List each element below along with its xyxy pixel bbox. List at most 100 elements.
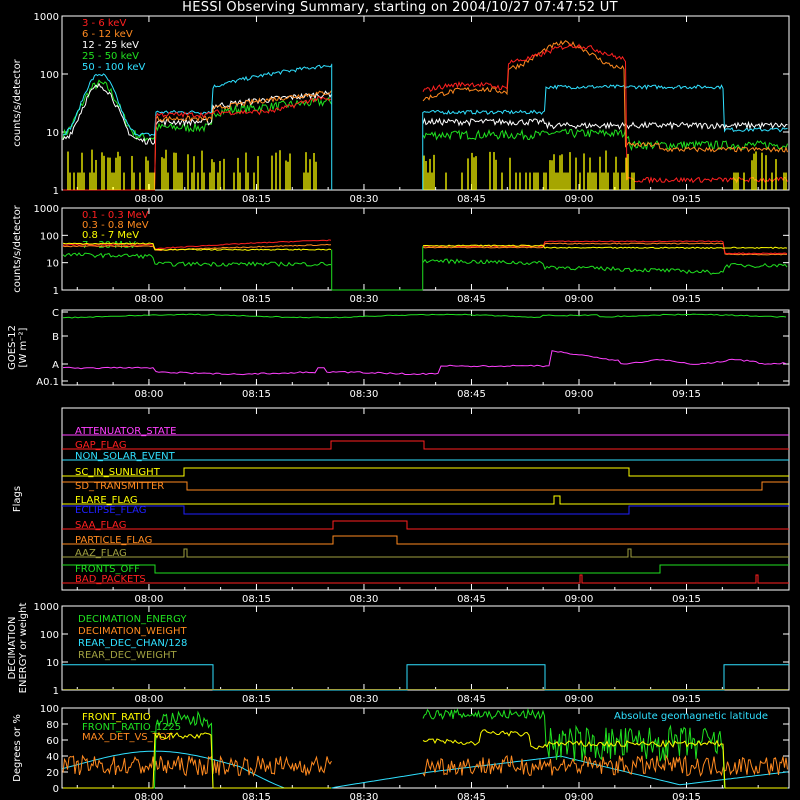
y-axis-label: DECIMATION (7, 616, 18, 679)
time-tick-label: 09:15 (672, 694, 701, 705)
y-tick-label: 10 (46, 128, 59, 139)
flag-line (62, 505, 789, 515)
series-3-6kev (422, 43, 788, 184)
legend-entry: 3 - 6 keV (82, 18, 126, 29)
time-tick-label: 08:30 (350, 792, 379, 800)
y-tick-label: 1000 (34, 204, 59, 215)
series-rear-dec-chan (62, 664, 789, 691)
time-tick-label: 08:00 (135, 594, 164, 605)
legend-entry: 0.3 - 0.8 MeV (82, 220, 149, 231)
series-goes-long (62, 313, 787, 319)
y-tick-label: 1 (53, 286, 59, 297)
series-6-12kev (63, 90, 332, 191)
time-tick-label: 08:00 (135, 194, 164, 205)
legend-entry: FRONT_RATIO (82, 712, 151, 723)
y-tick-label: 100 (40, 70, 59, 81)
series-50-100kev (422, 84, 788, 133)
panel-4-frame (61, 407, 790, 591)
y-axis-label: counts/s/detector (12, 58, 23, 146)
series-0.8-7mev (422, 244, 788, 249)
y-tick-label: B (52, 332, 59, 343)
legend-entry: 0.8 - 7 MeV (82, 230, 139, 241)
legend-entry: DECIMATION_ENERGY (78, 614, 187, 625)
time-tick-label: 08:45 (457, 792, 486, 800)
time-tick-label: 08:15 (242, 194, 271, 205)
time-tick-label: 09:15 (672, 792, 701, 800)
time-tick-label: 09:00 (565, 389, 594, 400)
flag-line (62, 520, 789, 530)
panel-6-frame (61, 707, 790, 789)
legend-entry: Absolute geomagnetic latitude (614, 711, 768, 722)
time-tick-label: 08:15 (242, 389, 271, 400)
time-tick-label: 09:00 (565, 294, 594, 305)
y-tick-label: 0 (53, 784, 59, 795)
time-tick-label: 09:00 (565, 792, 594, 800)
time-tick-label: 09:15 (672, 594, 701, 605)
series-goes-short (62, 350, 787, 376)
series-0.3-0.8mev (422, 242, 787, 256)
flag-label: NON_SOLAR_EVENT (75, 451, 176, 462)
series-max-det-vs-tot (422, 754, 788, 777)
time-tick-label: 08:45 (457, 294, 486, 305)
y-tick-label: 100 (40, 231, 59, 242)
flag-line (62, 481, 789, 491)
flag-line (62, 467, 789, 477)
series-0.3-0.8mev (62, 243, 332, 252)
time-tick-label: 08:45 (457, 694, 486, 705)
series-12-25kev (422, 117, 788, 131)
flag-label: BAD_PACKETS (75, 574, 146, 585)
flag-label: ATTENUATOR_STATE (75, 426, 176, 437)
y-tick-label: 1000 (34, 602, 59, 613)
flag-label: ECLIPSE_FLAG (75, 505, 146, 516)
time-tick-label: 08:00 (135, 694, 164, 705)
time-tick-label: 09:15 (672, 294, 701, 305)
plot-title: HESSI Observing Summary, starting on 200… (182, 0, 618, 15)
legend-entry: 50 - 100 keV (82, 62, 146, 73)
y-axis-label: Degrees or % (12, 714, 23, 782)
flag-label: FLARE_FLAG (75, 495, 138, 506)
flag-label: SAA_FLAG (75, 520, 126, 531)
time-tick-label: 08:30 (350, 294, 379, 305)
time-tick-label: 09:15 (672, 389, 701, 400)
time-tick-label: 08:30 (350, 194, 379, 205)
y-tick-label: 1 (53, 686, 59, 697)
series-3-6kev (63, 96, 332, 191)
legend-entry: REAR_DEC_WEIGHT (78, 650, 177, 661)
y-tick-label: C (52, 308, 59, 319)
series-25-50kev (422, 128, 788, 152)
legend-entry: MAX_DET_VS_TOT (82, 732, 174, 743)
series-front-ratio (422, 729, 787, 789)
series-max-det-vs-tot (62, 754, 332, 777)
time-tick-label: 08:30 (350, 389, 379, 400)
series-6-12kev (422, 40, 788, 153)
time-tick-label: 08:00 (135, 294, 164, 305)
y-tick-label: 20 (46, 768, 59, 779)
y-tick-label: 100 (40, 704, 59, 715)
flag-label: FRONTS_OFF (75, 564, 140, 575)
time-tick-label: 09:00 (565, 694, 594, 705)
panel-2-frame (61, 207, 790, 291)
time-tick-label: 08:30 (350, 594, 379, 605)
time-tick-label: 08:15 (242, 294, 271, 305)
time-tick-label: 08:30 (350, 694, 379, 705)
time-tick-label: 08:45 (457, 389, 486, 400)
y-tick-label: 10 (46, 259, 59, 270)
time-tick-label: 09:15 (672, 194, 701, 205)
flag-label: PARTICLE_FLAG (75, 535, 152, 546)
series-50-100kev (62, 64, 332, 137)
legend-entry: FRONT_RATIO_1225 (82, 722, 181, 733)
legend-entry: 12 - 25 keV (82, 40, 139, 51)
y-tick-label: 10 (46, 658, 59, 669)
y-tick-label: 40 (46, 752, 59, 763)
flag-line (62, 495, 789, 505)
y-tick-label: 1000 (34, 12, 59, 23)
time-tick-label: 08:15 (242, 792, 271, 800)
series-7-20mev (62, 252, 332, 268)
flag-label: AAZ_FLAG (75, 548, 127, 559)
y-tick-label: 100 (40, 630, 59, 641)
series-7-20mev (422, 258, 788, 275)
flag-line (62, 574, 789, 584)
time-tick-label: 09:00 (565, 194, 594, 205)
flag-label: SD_TRANSMITTER (75, 481, 164, 492)
